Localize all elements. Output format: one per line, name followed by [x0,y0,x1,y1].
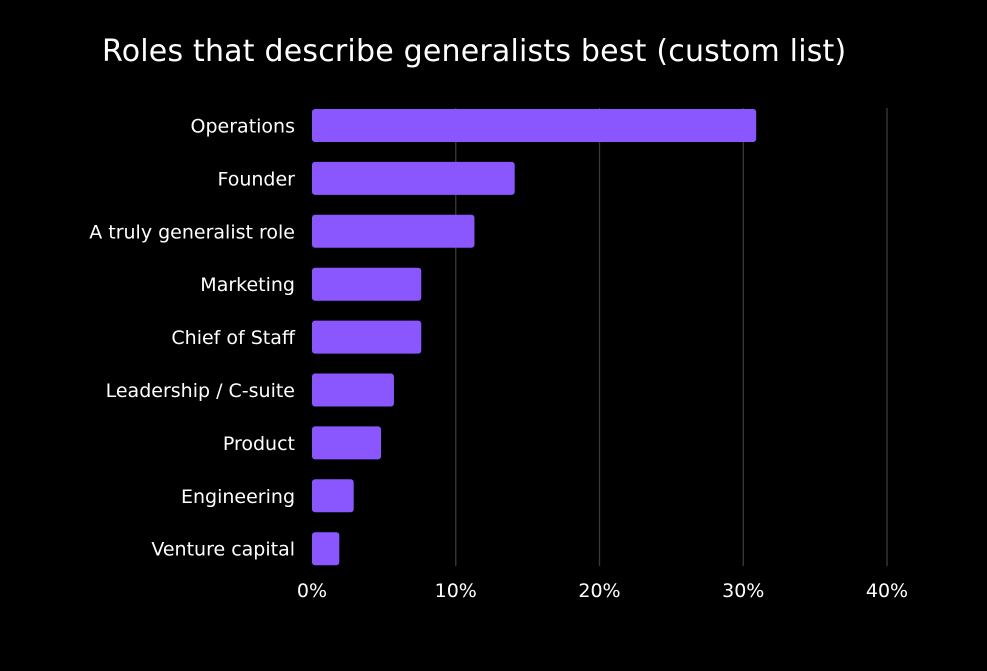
x-tick-label: 30% [722,580,764,602]
category-label: Leadership / C-suite [106,380,295,402]
x-axis-ticks: 0% 10% 20% 30% 40% [297,580,908,602]
category-label: Marketing [200,274,295,296]
x-tick-label: 40% [866,580,908,602]
bars [312,109,757,566]
x-tick-label: 20% [578,580,620,602]
bar-engineering [312,479,354,513]
category-label: Product [223,433,295,455]
category-labels: Operations Founder A truly generalist role… [89,116,296,561]
category-label: Founder [217,168,295,190]
x-tick-label: 0% [297,580,327,602]
bar-venture-capital [312,532,340,566]
bar-product [312,426,381,460]
category-label: Venture capital [151,539,295,561]
bar-marketing [312,267,422,301]
bar-chief-of-staff [312,320,422,354]
chart-title: Roles that describe generalists best (cu… [102,34,847,69]
bar-a-truly-generalist-role [312,214,475,248]
category-label: Engineering [181,486,295,508]
bar-founder [312,161,515,195]
category-label: Chief of Staff [171,327,296,349]
gridlines [455,108,888,566]
category-label: Operations [191,116,295,138]
bar-operations [312,109,757,142]
bar-leadership-c-suite [312,373,394,407]
category-label: A truly generalist role [89,221,295,243]
x-tick-label: 10% [435,580,477,602]
